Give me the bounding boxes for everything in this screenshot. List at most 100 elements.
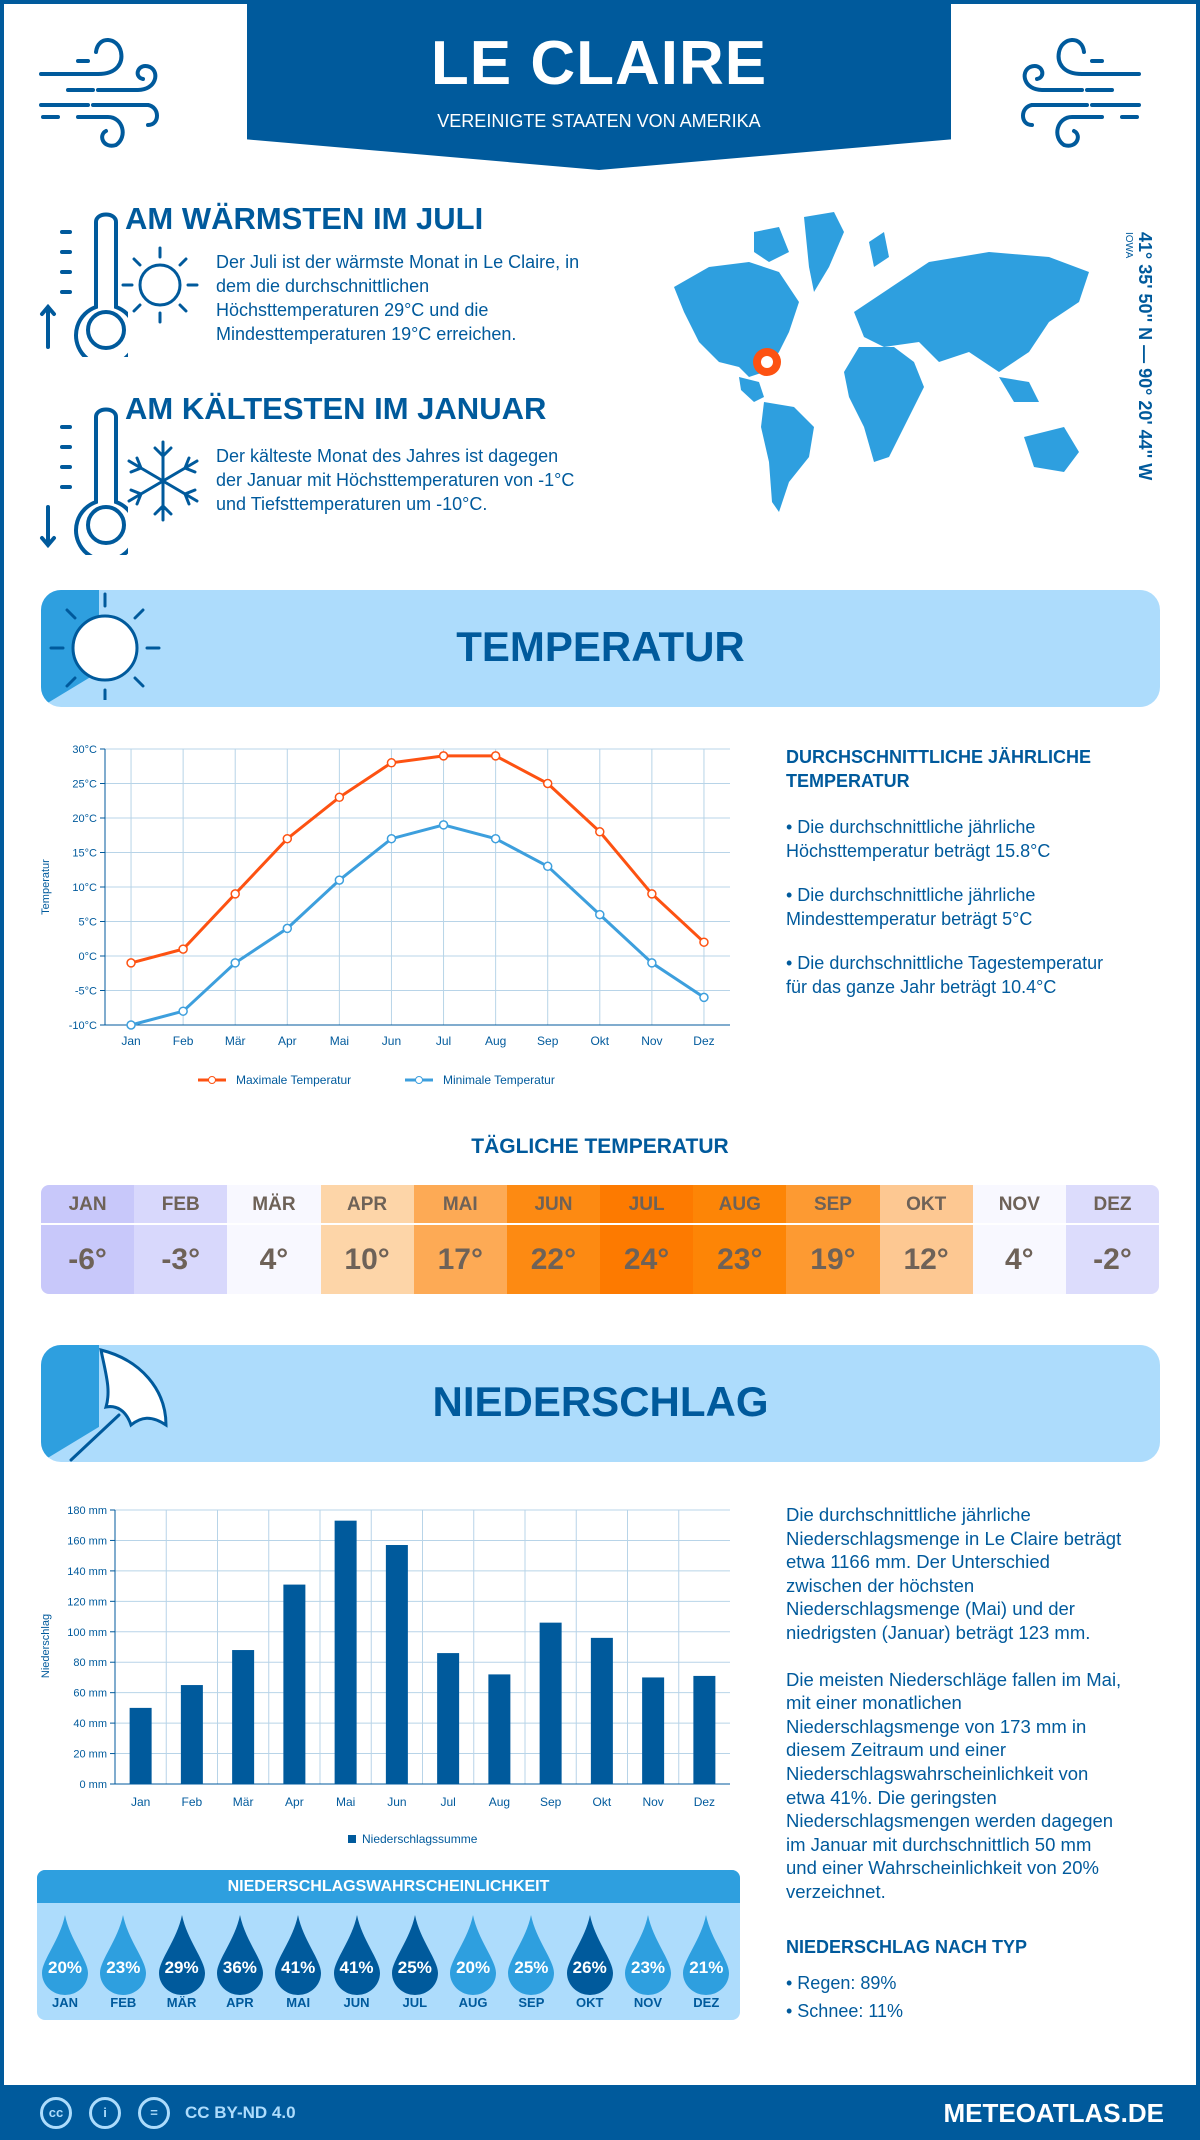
attribution-icon[interactable]: i — [89, 2097, 121, 2129]
temp-value: 23° — [717, 1242, 763, 1276]
temp-value: -2° — [1093, 1242, 1132, 1276]
y-tick-label: 15°C — [72, 848, 97, 860]
y-tick-label: 25°C — [72, 779, 97, 791]
bar — [232, 1650, 255, 1784]
data-point — [334, 792, 345, 803]
data-point — [490, 833, 501, 844]
probability-value: 36% — [222, 1958, 257, 1977]
month-label: FEB — [134, 1185, 228, 1225]
probability-drop-jul: 25% JUL — [390, 1915, 440, 2010]
precipitation-probability-panel: NIEDERSCHLAGSWAHRSCHEINLICHKEIT 20% JAN 23… — [37, 1870, 740, 2020]
text-line: und Tiefsttemperaturen um -10°C. — [216, 494, 488, 514]
data-point — [699, 937, 709, 947]
probability-drop-sep: 25% SEP — [506, 1915, 556, 2010]
y-axis-label: Niederschlag — [40, 1614, 52, 1678]
month-label: OKT — [879, 1185, 973, 1225]
bar — [488, 1674, 511, 1784]
coldest-heading: AM KÄLTESTEN IM JANUAR — [125, 391, 547, 426]
y-tick-label: 0°C — [79, 951, 98, 963]
license-link[interactable]: CC BY-ND 4.0 — [185, 2103, 296, 2122]
month-label: NOV — [972, 1185, 1066, 1225]
precipitation-text: Die durchschnittliche jährliche Niedersch… — [786, 1503, 1166, 1904]
x-tick-label: Jul — [436, 1034, 451, 1048]
thermometer-cold-icon — [40, 407, 128, 555]
data-point — [282, 923, 293, 934]
legend-label: Maximale Temperatur — [236, 1073, 351, 1087]
data-point — [334, 875, 345, 885]
x-tick-label: Okt — [590, 1034, 609, 1048]
raindrop-icon — [100, 1915, 147, 1995]
bullet-avg: • Die durchschnittliche Tagestemperatur f… — [786, 953, 1104, 997]
raindrop-icon — [391, 1915, 438, 1995]
text-line: Höchsttemperaturen 29°C und die — [216, 300, 489, 320]
month-label: JUN — [343, 1995, 370, 2010]
month-label: NOV — [633, 1995, 663, 2010]
bar — [334, 1520, 357, 1784]
text-line: Niederschlagsmenge von 173 mm in — [786, 1715, 1087, 1737]
cc-icon[interactable]: cc — [40, 2097, 72, 2129]
temp-value: -6° — [68, 1242, 107, 1276]
data-point — [230, 889, 240, 899]
data-point — [490, 751, 501, 761]
daily-temp-jan: JAN -6° — [41, 1185, 135, 1294]
no-derivatives-icon[interactable]: = — [138, 2097, 170, 2129]
text-line: und einer Wahrscheinlichkeit von 20% — [786, 1857, 1099, 1879]
probability-value: 20% — [456, 1958, 491, 1977]
y-tick-label: -10°C — [69, 1020, 97, 1032]
x-tick-label: Jul — [440, 1795, 455, 1809]
y-tick-label: 100 mm — [67, 1627, 107, 1639]
x-tick-label: Jan — [131, 1795, 150, 1809]
y-axis-label: Temperatur — [40, 859, 52, 915]
probability-drop-okt: 26% OKT — [565, 1915, 615, 2010]
precipitation-paragraph-2: Die meisten Niederschläge fallen im Mai,… — [786, 1668, 1166, 1904]
daily-temp-mai: MAI 17° — [413, 1185, 507, 1294]
coldest-text: Der kälteste Monat des Jahres ist dagege… — [216, 444, 574, 516]
heading-line: TEMPERATUR — [786, 771, 910, 791]
bar — [283, 1584, 306, 1784]
daily-temp-sep: SEP 19° — [786, 1185, 880, 1294]
x-tick-label: Dez — [694, 1795, 715, 1809]
y-tick-label: 180 mm — [67, 1505, 107, 1517]
y-tick-label: 30°C — [72, 744, 97, 756]
data-point — [178, 944, 188, 954]
bar — [385, 1545, 408, 1784]
bullet-max: • Die durchschnittliche jährliche Höchstt… — [786, 817, 1051, 861]
month-label: FEB — [110, 1995, 137, 2010]
probability-drop-jan: 20% JAN — [40, 1915, 90, 2010]
x-tick-label: Okt — [593, 1795, 612, 1809]
raindrop-icon — [42, 1915, 88, 1995]
raindrop-icon — [566, 1915, 613, 1995]
daily-temp-apr: APR 10° — [320, 1185, 414, 1294]
month-label: JUL — [600, 1185, 694, 1225]
data-point — [438, 820, 449, 830]
annual-heading: DURCHSCHNITTLICHE JÄHRLICHE TEMPERATUR — [786, 745, 1156, 793]
month-label: JAN — [41, 1185, 135, 1225]
data-point — [178, 1006, 188, 1016]
y-tick-label: 20°C — [72, 813, 97, 825]
month-label: APR — [226, 1995, 254, 2010]
data-point — [699, 992, 709, 1003]
bar — [180, 1685, 203, 1784]
daily-temp-feb: FEB -3° — [134, 1185, 228, 1294]
bar — [129, 1707, 152, 1784]
text-line: dem die durchschnittlichen — [216, 276, 430, 296]
city-title: LE CLAIRE — [430, 29, 768, 98]
y-tick-label: 140 mm — [67, 1566, 107, 1578]
x-tick-label: Sep — [540, 1795, 562, 1809]
text-line: Niederschlagsmenge (Mai) und der — [786, 1598, 1075, 1620]
x-tick-label: Mai — [330, 1034, 349, 1048]
raindrop-icon — [158, 1915, 205, 1995]
month-label: AUG — [458, 1995, 488, 2010]
probability-value: 25% — [514, 1958, 549, 1977]
month-label: OKT — [575, 1995, 604, 2010]
brand-link[interactable]: METEOATLAS.DE — [943, 2098, 1164, 2128]
temp-value: 17° — [437, 1242, 483, 1276]
precipitation-types: • Regen: 89% • Schnee: 11% — [786, 1969, 903, 2025]
y-tick-label: 60 mm — [73, 1688, 107, 1700]
precipitation-chart: 0 mm 20 mm 40 mm 60 mm 80 mm 100 mm 120 mm 140 … — [40, 1505, 730, 1846]
temp-value: 10° — [344, 1242, 390, 1276]
probability-value: 29% — [164, 1958, 199, 1977]
probability-drop-nov: 23% NOV — [623, 1915, 673, 2010]
text-line: Die durchschnittliche jährliche — [786, 1504, 1031, 1525]
x-tick-label: Jun — [387, 1795, 406, 1809]
